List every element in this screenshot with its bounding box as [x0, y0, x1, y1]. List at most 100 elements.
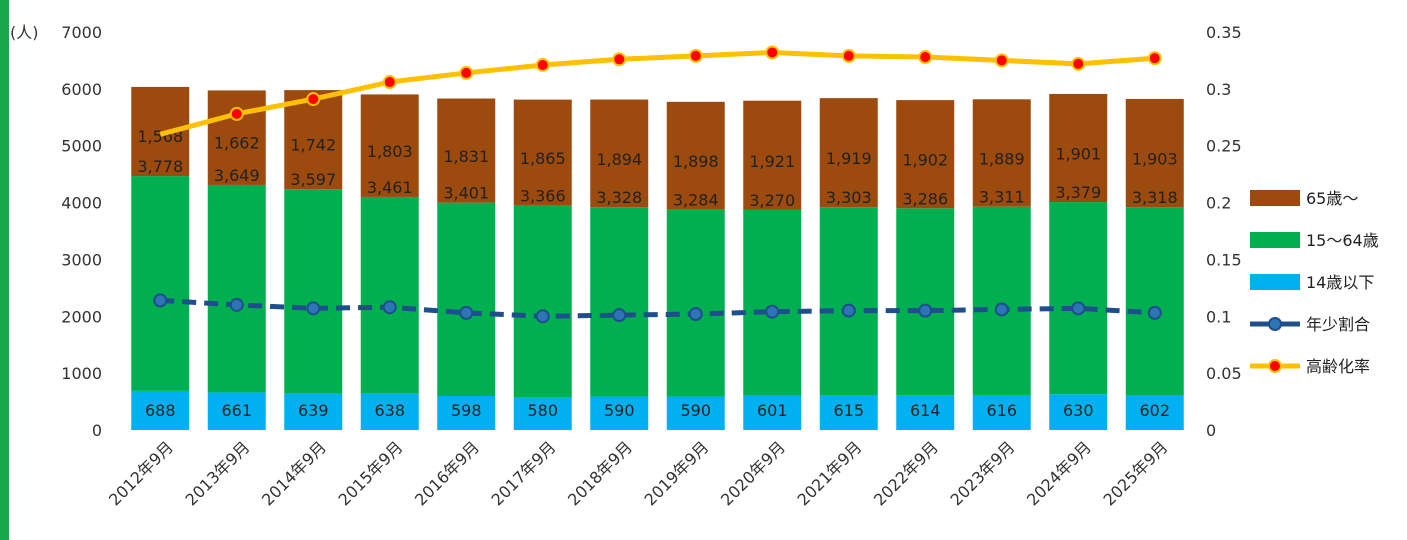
bar-segment	[743, 209, 802, 396]
bar-segment	[666, 396, 725, 430]
data-label: 638	[374, 401, 405, 420]
bar-segment	[360, 196, 419, 394]
data-label: 615	[833, 401, 864, 420]
data-label: 1,742	[290, 136, 336, 155]
legend-label: 高齢化率	[1306, 357, 1370, 376]
data-label: 3,778	[137, 157, 183, 176]
data-label: 3,597	[290, 170, 336, 189]
x-axis-ticks: 2012年9月 2013年9月 2014年9月 2015年9月 2016年9月 2017年…	[105, 437, 1172, 509]
y2-tick-label: 0.1	[1206, 307, 1231, 326]
line-point	[382, 300, 397, 315]
data-label: 3,303	[826, 188, 872, 207]
line-point	[1147, 51, 1162, 66]
bar-segment	[1049, 93, 1108, 203]
y2-axis-ticks: 0 0.05 0.1 0.15 0.2 0.25 0.3 0.35	[1206, 23, 1242, 440]
data-label: 1,662	[214, 133, 260, 152]
data-label: 1,901	[1055, 144, 1101, 163]
data-label: 1,803	[367, 142, 413, 161]
bar-segment	[590, 207, 649, 397]
data-label: 3,284	[673, 191, 719, 210]
data-label: 3,328	[596, 188, 642, 207]
bar-segment	[284, 90, 343, 190]
bar-segment	[743, 395, 802, 430]
data-label: 601	[757, 401, 788, 420]
data-label: 580	[527, 401, 558, 420]
line-point	[382, 75, 397, 90]
bar-segment	[1125, 395, 1184, 430]
data-label: 1,831	[443, 147, 489, 166]
bar-segment	[819, 395, 878, 430]
bars-group	[131, 86, 1184, 430]
y2-tick-label: 0.3	[1206, 80, 1231, 99]
bar-segment	[513, 205, 572, 398]
legend-swatch	[1250, 190, 1300, 206]
line-point	[1071, 301, 1086, 316]
x-tick-label: 2015年9月	[335, 437, 407, 509]
line-point	[612, 52, 627, 67]
data-label: 1,865	[520, 149, 566, 168]
bar-segment	[437, 202, 496, 396]
y-tick-label: 2000	[61, 307, 102, 326]
bar-segment	[896, 395, 955, 430]
x-tick-label: 2021年9月	[794, 437, 866, 509]
legend-label: 14歳以下	[1306, 273, 1374, 292]
y-tick-label: 1000	[61, 364, 102, 383]
data-label: 661	[221, 401, 252, 420]
line-point	[153, 293, 168, 308]
data-label: 1,894	[596, 150, 642, 169]
x-tick-label: 2023年9月	[947, 437, 1019, 509]
data-label: 3,366	[520, 187, 566, 206]
line-point	[1071, 56, 1086, 71]
bar-segment	[666, 101, 725, 210]
bar-segment	[207, 90, 266, 185]
bar-segment	[896, 208, 955, 396]
bar-segment	[360, 393, 419, 430]
legend-label: 65歳〜	[1306, 189, 1358, 208]
bar-segment	[819, 98, 878, 208]
line-point	[459, 65, 474, 80]
bar-segment	[819, 207, 878, 396]
segment-labels-group: 6883,7781,5686613,6491,6626393,5971,7426…	[137, 127, 1177, 420]
bar-segment	[513, 397, 572, 430]
line-point	[612, 308, 627, 323]
bar-segment	[207, 184, 266, 393]
legend-label: 15〜64歳	[1306, 231, 1379, 250]
bar-segment	[1049, 394, 1108, 430]
x-tick-label: 2016年9月	[411, 437, 483, 509]
x-tick-label: 2018年9月	[564, 437, 636, 509]
data-label: 3,379	[1055, 183, 1101, 202]
bar-segment	[590, 396, 649, 430]
bar-segment	[666, 209, 725, 397]
x-tick-label: 2024年9月	[1023, 437, 1095, 509]
line-point	[918, 303, 933, 318]
lines-group	[153, 45, 1162, 324]
bar-segment	[896, 100, 955, 209]
bar-segment	[437, 98, 496, 203]
line-point	[306, 92, 321, 107]
line-point	[765, 304, 780, 319]
y2-tick-label: 0.05	[1206, 364, 1242, 383]
bar-segment	[972, 394, 1031, 430]
data-label: 1,903	[1132, 149, 1178, 168]
bar-segment	[590, 99, 649, 208]
data-label: 3,401	[443, 184, 489, 203]
line-point	[306, 301, 321, 316]
line-point	[535, 309, 550, 324]
bar-segment	[1125, 207, 1184, 396]
y-tick-label: 5000	[61, 137, 102, 156]
x-tick-label: 2019年9月	[641, 437, 713, 509]
data-label: 1,921	[749, 152, 795, 171]
bar-segment	[284, 189, 343, 394]
line-point	[229, 297, 244, 312]
data-label: 1,898	[673, 152, 719, 171]
x-tick-label: 2017年9月	[488, 437, 560, 509]
bar-segment	[1125, 98, 1184, 208]
data-label: 1,902	[902, 151, 948, 170]
y-axis-unit-label: (人)	[10, 23, 39, 42]
data-label: 616	[986, 401, 1017, 420]
series-line	[159, 49, 1155, 137]
bar-segment	[131, 176, 190, 391]
line-point	[688, 48, 703, 63]
y-tick-label: 0	[92, 421, 102, 440]
